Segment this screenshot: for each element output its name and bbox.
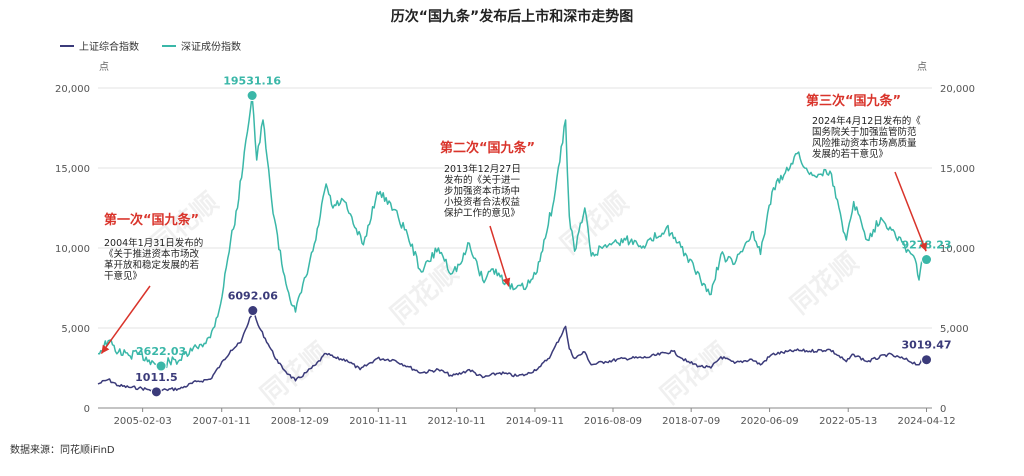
legend: 上证综合指数 深证成份指数 xyxy=(60,40,241,53)
annotation-arrow xyxy=(894,171,927,252)
data-source: 数据来源：同花顺iFinD xyxy=(10,443,115,456)
annotation-text: 保护工作的意见》 xyxy=(444,207,520,219)
marker-label: 2622.03 xyxy=(136,345,186,358)
marker-label: 19531.16 xyxy=(223,75,281,88)
annotation-text: 风险推动资本市场高质量 xyxy=(812,137,917,149)
series-layer xyxy=(97,94,928,394)
marker-label: 3019.47 xyxy=(901,339,951,352)
y-left-tick-label: 0 xyxy=(84,404,90,415)
annotation-arrow xyxy=(100,285,151,355)
watermark-text: 同花顺 xyxy=(555,187,634,260)
y-left-tick-label: 15,000 xyxy=(55,164,90,175)
x-tick-label: 2008-12-09 xyxy=(271,416,329,427)
peak-marker xyxy=(150,386,162,398)
y-left-unit: 点 xyxy=(99,61,109,73)
legend-label-sz: 深证成份指数 xyxy=(181,40,241,53)
y-right-tick-label: 10,000 xyxy=(940,244,975,255)
legend-label-sh: 上证综合指数 xyxy=(79,40,139,53)
annotation-title: 第三次“国九条” xyxy=(806,93,901,109)
x-tick-label: 2007-01-11 xyxy=(193,416,251,427)
watermark-text: 同花顺 xyxy=(655,337,734,410)
x-tick-label: 2018-07-09 xyxy=(662,416,720,427)
annotation-text: 2013年12月27日 xyxy=(444,163,521,175)
x-tick-label: 2014-09-11 xyxy=(506,416,564,427)
x-tick-label: 2022-05-13 xyxy=(819,416,877,427)
marker-label: 1011.5 xyxy=(135,371,177,384)
y-left-tick-label: 5,000 xyxy=(61,324,90,335)
y-right-unit: 点 xyxy=(917,61,927,73)
annotation-text: 《关于推进资本市场改 xyxy=(104,248,200,260)
annotation-text: 革开放和稳定发展的若 xyxy=(104,259,199,271)
annotation-text: 发布的《关于进一 xyxy=(444,174,521,186)
y-left-tick-label: 10,000 xyxy=(55,244,90,255)
legend-item-sh[interactable]: 上证综合指数 xyxy=(60,40,139,53)
watermark-text: 同花顺 xyxy=(785,247,864,320)
annotation-text: 2024年4月12日发布的《 xyxy=(812,115,921,127)
watermark-text: 同花顺 xyxy=(385,257,464,330)
annotation-arrowhead xyxy=(101,344,110,354)
x-tick-label: 2024-04-12 xyxy=(897,416,955,427)
x-tick-label: 2020-06-09 xyxy=(741,416,799,427)
annotation-text: 发展的若干意见》 xyxy=(812,148,888,160)
y-right-tick-label: 15,000 xyxy=(940,164,975,175)
annotation-text: 干意见》 xyxy=(104,270,142,282)
annotation-arrowhead xyxy=(502,277,511,287)
y-right-tick-label: 5,000 xyxy=(940,324,969,335)
annotation-text: 2004年1月31日发布的 xyxy=(104,237,203,249)
annotation-text: 国务院关于加强监管防范 xyxy=(812,126,917,138)
watermark-text: 同花顺 xyxy=(255,337,334,410)
axes-layer: 0 0 5,000 5,000 10,000 10,000 15,000 15,000 20,0… xyxy=(55,84,975,427)
chart-title: 历次“国九条”发布后上市和深市走势图 xyxy=(391,8,633,25)
y-right-tick-label: 0 xyxy=(940,404,946,415)
x-tick-label: 2012-10-11 xyxy=(428,416,486,427)
marker-label: 6092.06 xyxy=(228,290,278,303)
legend-item-sz[interactable]: 深证成份指数 xyxy=(162,40,241,53)
annotation-arrowhead xyxy=(919,242,927,252)
annotation-title: 第一次“国九条” xyxy=(104,212,199,228)
y-right-tick-label: 20,000 xyxy=(940,84,975,95)
x-tick-label: 2005-02-03 xyxy=(114,416,172,427)
y-left-tick-label: 20,000 xyxy=(55,84,90,95)
markers-layer: 1011.52622.036092.0619531.163019.479278.… xyxy=(135,75,952,398)
series-line-sh xyxy=(97,309,928,394)
annotations-layer: 第一次“国九条” 2004年1月31日发布的《关于推进资本市场改革开放和稳定发展的… xyxy=(100,93,927,355)
series-line-sz xyxy=(97,94,928,369)
annotation-text: 小投资者合法权益 xyxy=(444,196,521,208)
x-tick-label: 2016-08-09 xyxy=(584,416,642,427)
annotation-title: 第二次“国九条” xyxy=(440,140,535,156)
annotation-arrow xyxy=(489,225,510,287)
peak-marker xyxy=(155,360,167,372)
peak-marker xyxy=(921,354,933,366)
x-tick-label: 2010-11-11 xyxy=(349,416,407,427)
peak-marker xyxy=(246,90,258,102)
grid-layer xyxy=(98,87,932,409)
peak-marker xyxy=(921,254,933,266)
peak-marker xyxy=(247,305,259,317)
annotation-text: 步加强资本市场中 xyxy=(444,185,520,197)
